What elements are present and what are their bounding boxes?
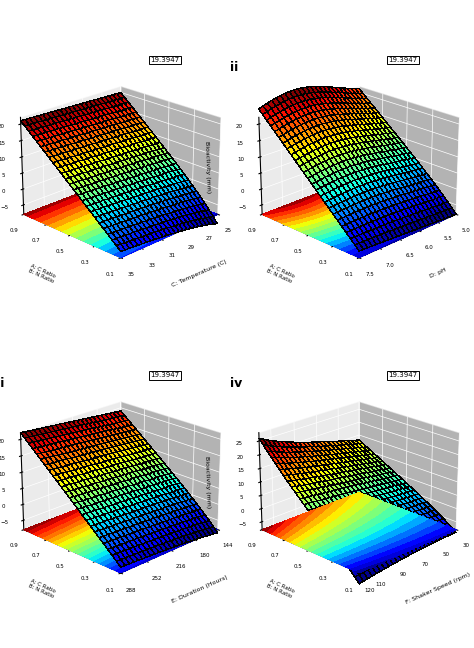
Y-axis label: A: C Ratio
B: N Ratio: A: C Ratio B: N Ratio bbox=[266, 263, 295, 284]
Text: 19.3947: 19.3947 bbox=[150, 57, 180, 63]
Y-axis label: A: C Ratio
B: N Ratio: A: C Ratio B: N Ratio bbox=[27, 263, 57, 284]
X-axis label: C: Temperature (C): C: Temperature (C) bbox=[171, 259, 228, 288]
Y-axis label: A: C Ratio
B: N Ratio: A: C Ratio B: N Ratio bbox=[27, 579, 57, 599]
Text: 19.3947: 19.3947 bbox=[389, 372, 418, 378]
Text: iv: iv bbox=[230, 376, 243, 389]
Y-axis label: A: C Ratio
B: N Ratio: A: C Ratio B: N Ratio bbox=[266, 579, 295, 599]
X-axis label: D: pH: D: pH bbox=[428, 268, 447, 279]
Text: ii: ii bbox=[230, 62, 239, 75]
Text: 19.3947: 19.3947 bbox=[150, 372, 180, 378]
X-axis label: E: Duration (Hours): E: Duration (Hours) bbox=[171, 574, 228, 603]
Text: iii: iii bbox=[0, 376, 5, 389]
X-axis label: F: Shaker Speed (rpm): F: Shaker Speed (rpm) bbox=[405, 572, 471, 605]
Text: 19.3947: 19.3947 bbox=[389, 57, 418, 63]
